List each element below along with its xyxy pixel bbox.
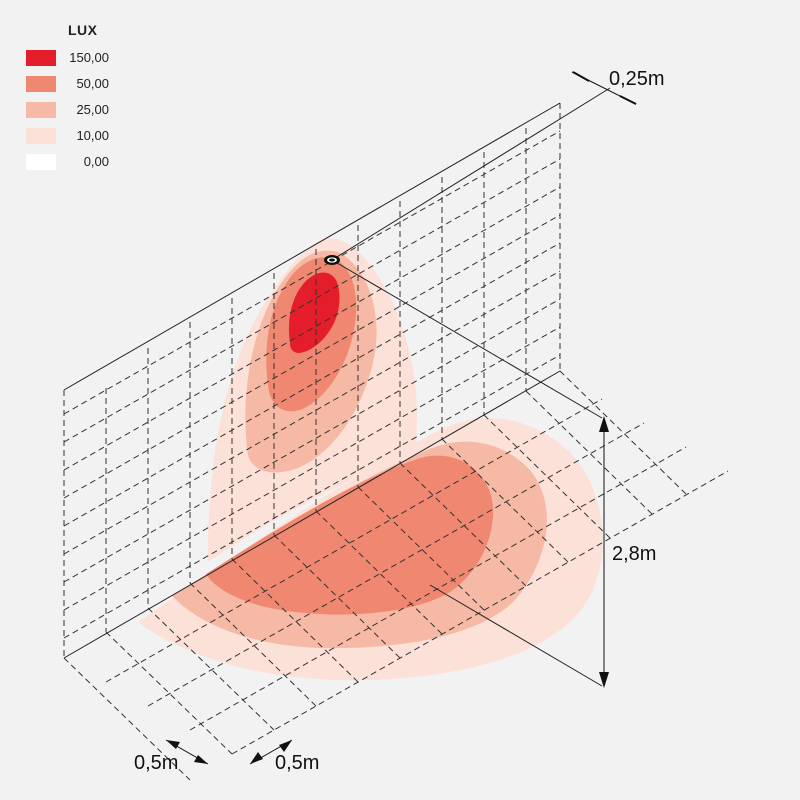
dimension-height-label: 2,8m — [612, 543, 657, 565]
legend-value: 25,00 — [76, 102, 109, 117]
legend-swatch — [26, 50, 56, 66]
legend-title: LUX — [68, 22, 98, 38]
floor-lux-contours — [138, 417, 603, 681]
dimension-grid-y-label: 0,5m — [275, 752, 320, 774]
legend-item-25: 25,00 — [26, 102, 136, 118]
legend-swatch — [26, 128, 56, 144]
legend-item-150: 150,00 — [26, 50, 136, 66]
legend-value: 150,00 — [69, 50, 109, 65]
legend-value: 0,00 — [83, 154, 109, 169]
outline-lines — [63, 87, 611, 687]
legend-item-50: 50,00 — [26, 76, 136, 92]
legend-swatch — [26, 154, 56, 170]
legend-swatch — [26, 102, 56, 118]
light-fixture-icon — [324, 255, 340, 265]
dimension-offset-label: 0,25m — [609, 68, 665, 90]
grid-lines — [63, 103, 729, 781]
legend-value: 50,00 — [76, 76, 109, 91]
dimension-grid-x-label: 0,5m — [134, 752, 179, 774]
floor-contour-50 — [206, 455, 494, 615]
legend-swatch — [26, 76, 56, 92]
dimension-arrowheads — [166, 416, 609, 764]
legend-item-10: 10,00 — [26, 128, 136, 144]
legend-value: 10,00 — [76, 128, 109, 143]
wall-lux-contours — [208, 238, 417, 562]
wall-contour-150 — [288, 272, 340, 353]
legend-item-0: 0,00 — [26, 154, 136, 170]
